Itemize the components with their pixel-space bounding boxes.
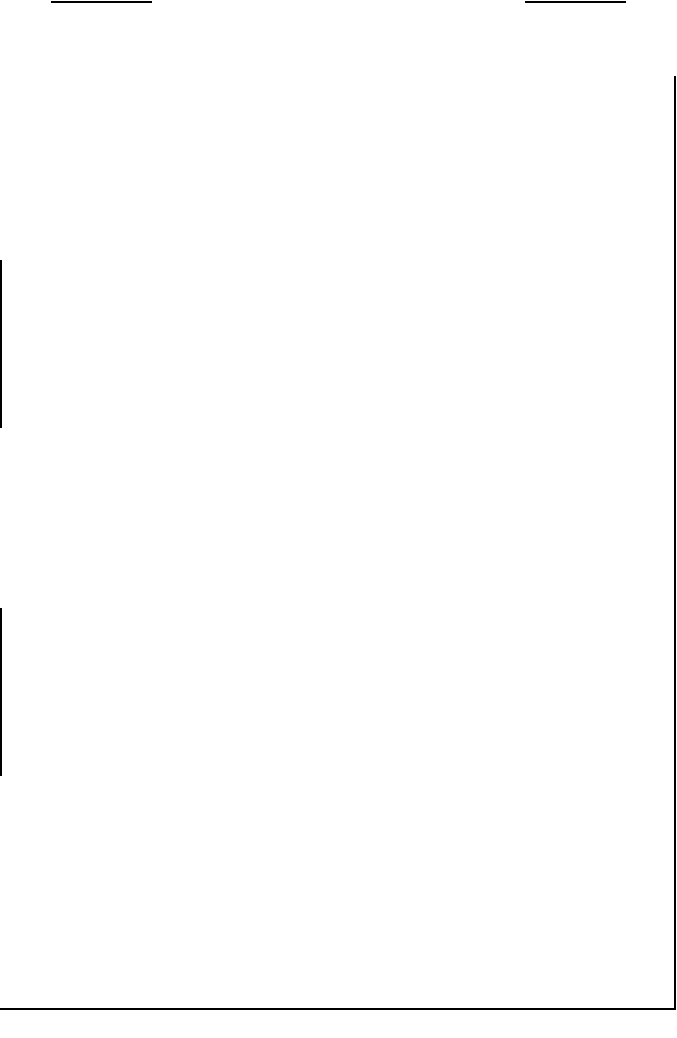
right-border-line bbox=[674, 76, 676, 1010]
bottom-border-line bbox=[0, 1008, 676, 1010]
left-edge-mark-lower bbox=[0, 608, 2, 776]
top-right-rule bbox=[525, 1, 626, 3]
left-edge-mark-upper bbox=[0, 260, 2, 428]
top-left-rule bbox=[51, 1, 152, 3]
